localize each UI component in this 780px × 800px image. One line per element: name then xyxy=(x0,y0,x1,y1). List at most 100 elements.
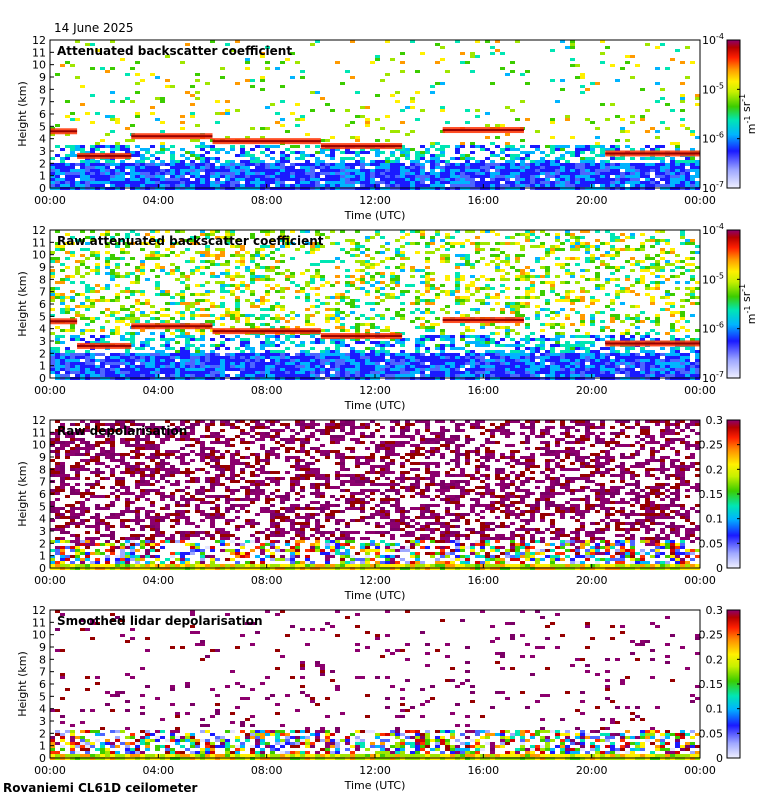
heatmap-cell xyxy=(660,175,665,178)
heatmap-cell xyxy=(215,148,220,151)
heatmap-cell xyxy=(625,55,630,58)
heatmap-cell xyxy=(85,374,90,377)
heatmap-cell xyxy=(435,166,440,169)
heatmap-cell xyxy=(640,88,645,91)
heatmap-cell xyxy=(80,374,85,377)
heatmap-cell xyxy=(65,371,70,374)
x-axis-label: Time (UTC) xyxy=(344,209,406,222)
heatmap-cell xyxy=(225,365,230,368)
heatmap-cell xyxy=(465,284,470,287)
heatmap-cell xyxy=(565,317,570,320)
heatmap-cell xyxy=(290,257,295,260)
heatmap-cell xyxy=(80,230,85,233)
heatmap-cell xyxy=(195,359,200,362)
heatmap-cell xyxy=(465,341,470,344)
heatmap-cell xyxy=(225,163,230,166)
heatmap-cell xyxy=(130,184,135,187)
heatmap-cell xyxy=(385,326,390,329)
heatmap-cell xyxy=(350,175,355,178)
heatmap-cell xyxy=(550,118,555,121)
heatmap-cell xyxy=(110,332,115,335)
heatmap-cell xyxy=(400,317,405,320)
heatmap-cell xyxy=(50,169,55,172)
heatmap-cell xyxy=(665,290,670,293)
heatmap-cell xyxy=(250,169,255,172)
heatmap-cell xyxy=(655,263,660,266)
heatmap-cell xyxy=(120,356,125,359)
heatmap-cell xyxy=(130,293,135,296)
heatmap-cell xyxy=(385,242,390,245)
heatmap-cell xyxy=(350,338,355,341)
heatmap-cell xyxy=(120,163,125,166)
heatmap-cell xyxy=(560,263,565,266)
heatmap-cell xyxy=(160,175,165,178)
heatmap-cell xyxy=(290,311,295,314)
heatmap-cell xyxy=(625,181,630,184)
heatmap-cell xyxy=(630,157,635,160)
heatmap-cell xyxy=(525,184,530,187)
heatmap-cell xyxy=(465,166,470,169)
heatmap-cell xyxy=(195,184,200,187)
heatmap-cell xyxy=(430,160,435,163)
heatmap-cell xyxy=(410,362,415,365)
heatmap-cell xyxy=(335,314,340,317)
heatmap-cell xyxy=(205,248,210,251)
heatmap-cell xyxy=(85,296,90,299)
heatmap-cell xyxy=(170,145,175,148)
heatmap-cell xyxy=(120,275,125,278)
heatmap-cell xyxy=(615,356,620,359)
heatmap-cell xyxy=(325,139,330,142)
heatmap-cell xyxy=(180,356,185,359)
heatmap-cell xyxy=(630,121,635,124)
heatmap-cell xyxy=(165,178,170,181)
heatmap-cell xyxy=(265,356,270,359)
heatmap-cell xyxy=(375,359,380,362)
heatmap-cell xyxy=(250,181,255,184)
heatmap-cell xyxy=(445,163,450,166)
heatmap-cell xyxy=(345,284,350,287)
heatmap-cell xyxy=(400,245,405,248)
heatmap-cell xyxy=(200,368,205,371)
heatmap-cell xyxy=(515,260,520,263)
heatmap-cell xyxy=(520,254,525,257)
heatmap-cell xyxy=(565,368,570,371)
heatmap-cell xyxy=(155,293,160,296)
heatmap-cell xyxy=(640,350,645,353)
heatmap-cell xyxy=(60,293,65,296)
heatmap-cell xyxy=(165,85,170,88)
heatmap-cell xyxy=(480,374,485,377)
heatmap-cell xyxy=(540,160,545,163)
heatmap-cell xyxy=(525,287,530,290)
heatmap-cell xyxy=(215,166,220,169)
heatmap-cell xyxy=(240,148,245,151)
heatmap-cell xyxy=(355,139,360,142)
heatmap-cell xyxy=(245,323,250,326)
heatmap-cell xyxy=(160,160,165,163)
heatmap-cell xyxy=(285,374,290,377)
heatmap-cell xyxy=(310,248,315,251)
heatmap-cell xyxy=(260,356,265,359)
heatmap-cell xyxy=(415,308,420,311)
heatmap-cell xyxy=(250,278,255,281)
heatmap-cell xyxy=(445,356,450,359)
heatmap-cell xyxy=(605,230,610,233)
heatmap-cell xyxy=(95,175,100,178)
heatmap-cell xyxy=(55,184,60,187)
heatmap-cell xyxy=(120,371,125,374)
heatmap-cell xyxy=(510,70,515,73)
heatmap-cell xyxy=(360,263,365,266)
heatmap-cell xyxy=(225,347,230,350)
heatmap-cell xyxy=(595,181,600,184)
heatmap-cell xyxy=(170,365,175,368)
heatmap-cell xyxy=(670,181,675,184)
heatmap-cell xyxy=(125,73,130,76)
heatmap-cell xyxy=(365,281,370,284)
heatmap-cell xyxy=(125,242,130,245)
heatmap-cell xyxy=(215,172,220,175)
heatmap-cell xyxy=(350,353,355,356)
heatmap-cell xyxy=(145,302,150,305)
heatmap-cell xyxy=(585,347,590,350)
heatmap-cell xyxy=(175,302,180,305)
heatmap-cell xyxy=(415,299,420,302)
cloud-layer-core xyxy=(442,129,524,132)
